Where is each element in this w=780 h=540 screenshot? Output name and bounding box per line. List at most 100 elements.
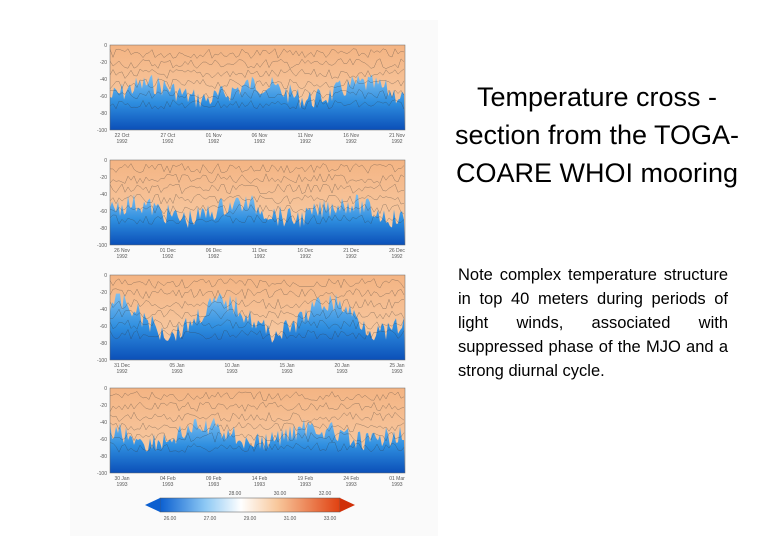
y-label: -60 (100, 324, 107, 330)
date-year: 1992 (116, 369, 127, 375)
date-year: 1993 (281, 369, 292, 375)
y-label: -100 (97, 471, 107, 477)
colorbar-label: 30.00 (274, 491, 287, 497)
date-label: 19 Feb (298, 476, 314, 482)
contour (109, 48, 405, 59)
colorbar-left-arrow (145, 498, 160, 512)
date-label: 01 Dec (160, 248, 176, 254)
y-label: -80 (100, 226, 107, 232)
panel-cool (110, 417, 405, 473)
panel-frame (109, 159, 406, 246)
colorbar-label: 26.00 (164, 516, 177, 522)
y-label: -60 (100, 94, 107, 100)
date-label: 16 Dec (297, 248, 313, 254)
y-label: -20 (100, 290, 107, 296)
date-label: 26 Nov (114, 248, 130, 254)
contour (109, 203, 405, 215)
contour (109, 78, 405, 90)
panel-cool (110, 74, 405, 130)
date-year: 1993 (391, 369, 402, 375)
contour (109, 401, 405, 412)
y-label: -60 (100, 437, 107, 443)
date-label: 10 Jan (224, 363, 239, 369)
contour (109, 319, 405, 330)
date-year: 1992 (254, 139, 265, 145)
date-label: 11 Dec (252, 248, 268, 254)
y-label: -40 (100, 307, 107, 313)
slide-title: Temperature cross -section from the TOGA… (454, 82, 740, 188)
date-year: 1992 (391, 254, 402, 260)
y-label: -100 (97, 358, 107, 364)
date-label: 25 Jan (389, 363, 404, 369)
contour (109, 391, 405, 402)
y-label: -100 (97, 243, 107, 249)
date-year: 1992 (162, 139, 173, 145)
contour (109, 68, 405, 79)
panel-frame (109, 44, 406, 131)
date-label: 06 Nov (252, 133, 268, 139)
contour (109, 214, 405, 225)
date-label: 20 Jan (334, 363, 349, 369)
contour (109, 99, 405, 110)
colorbar-label: 27.00 (204, 516, 217, 522)
y-label: -20 (100, 403, 107, 409)
date-label: 21 Dec (343, 248, 359, 254)
date-label: 11 Nov (298, 133, 314, 139)
date-label: 01 Mar (389, 476, 405, 482)
date-year: 1992 (208, 139, 219, 145)
date-label: 30 Jan (114, 476, 129, 482)
date-year: 1992 (208, 254, 219, 260)
y-label: -20 (100, 175, 107, 181)
panel-frame (109, 387, 406, 474)
date-year: 1992 (300, 139, 311, 145)
y-label: -20 (100, 60, 107, 66)
contour (109, 432, 405, 443)
date-label: 05 Jan (169, 363, 184, 369)
date-label: 24 Feb (343, 476, 359, 482)
date-label: 31 Dec (114, 363, 130, 369)
panel-cool (110, 293, 405, 360)
date-year: 1992 (391, 139, 402, 145)
date-year: 1993 (300, 482, 311, 488)
date-year: 1993 (226, 369, 237, 375)
colorbar-label: 32.00 (319, 491, 332, 497)
date-label: 26 Dec (389, 248, 405, 254)
panel-frame (109, 274, 406, 361)
contour (109, 442, 405, 453)
y-label: -40 (100, 420, 107, 426)
contour (109, 278, 405, 289)
date-year: 1992 (300, 254, 311, 260)
contour (109, 329, 405, 340)
date-year: 1992 (254, 254, 265, 260)
contour (109, 173, 405, 185)
panel-cool (110, 194, 405, 245)
colorbar-label: 31.00 (284, 516, 297, 522)
y-label: 0 (104, 273, 107, 279)
date-year: 1993 (346, 482, 357, 488)
date-label: 16 Nov (343, 133, 359, 139)
contour (109, 298, 405, 310)
date-label: 06 Dec (206, 248, 222, 254)
date-year: 1993 (208, 482, 219, 488)
date-year: 1992 (162, 254, 173, 260)
colorbar (159, 497, 341, 513)
date-label: 22 Oct (115, 133, 130, 139)
date-year: 1993 (162, 482, 173, 488)
date-label: 27 Oct (160, 133, 175, 139)
contour (109, 58, 405, 69)
date-year: 1993 (336, 369, 347, 375)
y-label: 0 (104, 43, 107, 49)
y-label: 0 (104, 386, 107, 392)
date-label: 09 Feb (206, 476, 222, 482)
y-label: 0 (104, 158, 107, 164)
contour (109, 288, 405, 300)
y-label: -40 (100, 77, 107, 83)
y-label: -40 (100, 192, 107, 198)
y-label: -60 (100, 209, 107, 215)
date-year: 1992 (346, 139, 357, 145)
contour (109, 421, 405, 433)
y-label: -100 (97, 128, 107, 134)
date-year: 1993 (391, 482, 402, 488)
